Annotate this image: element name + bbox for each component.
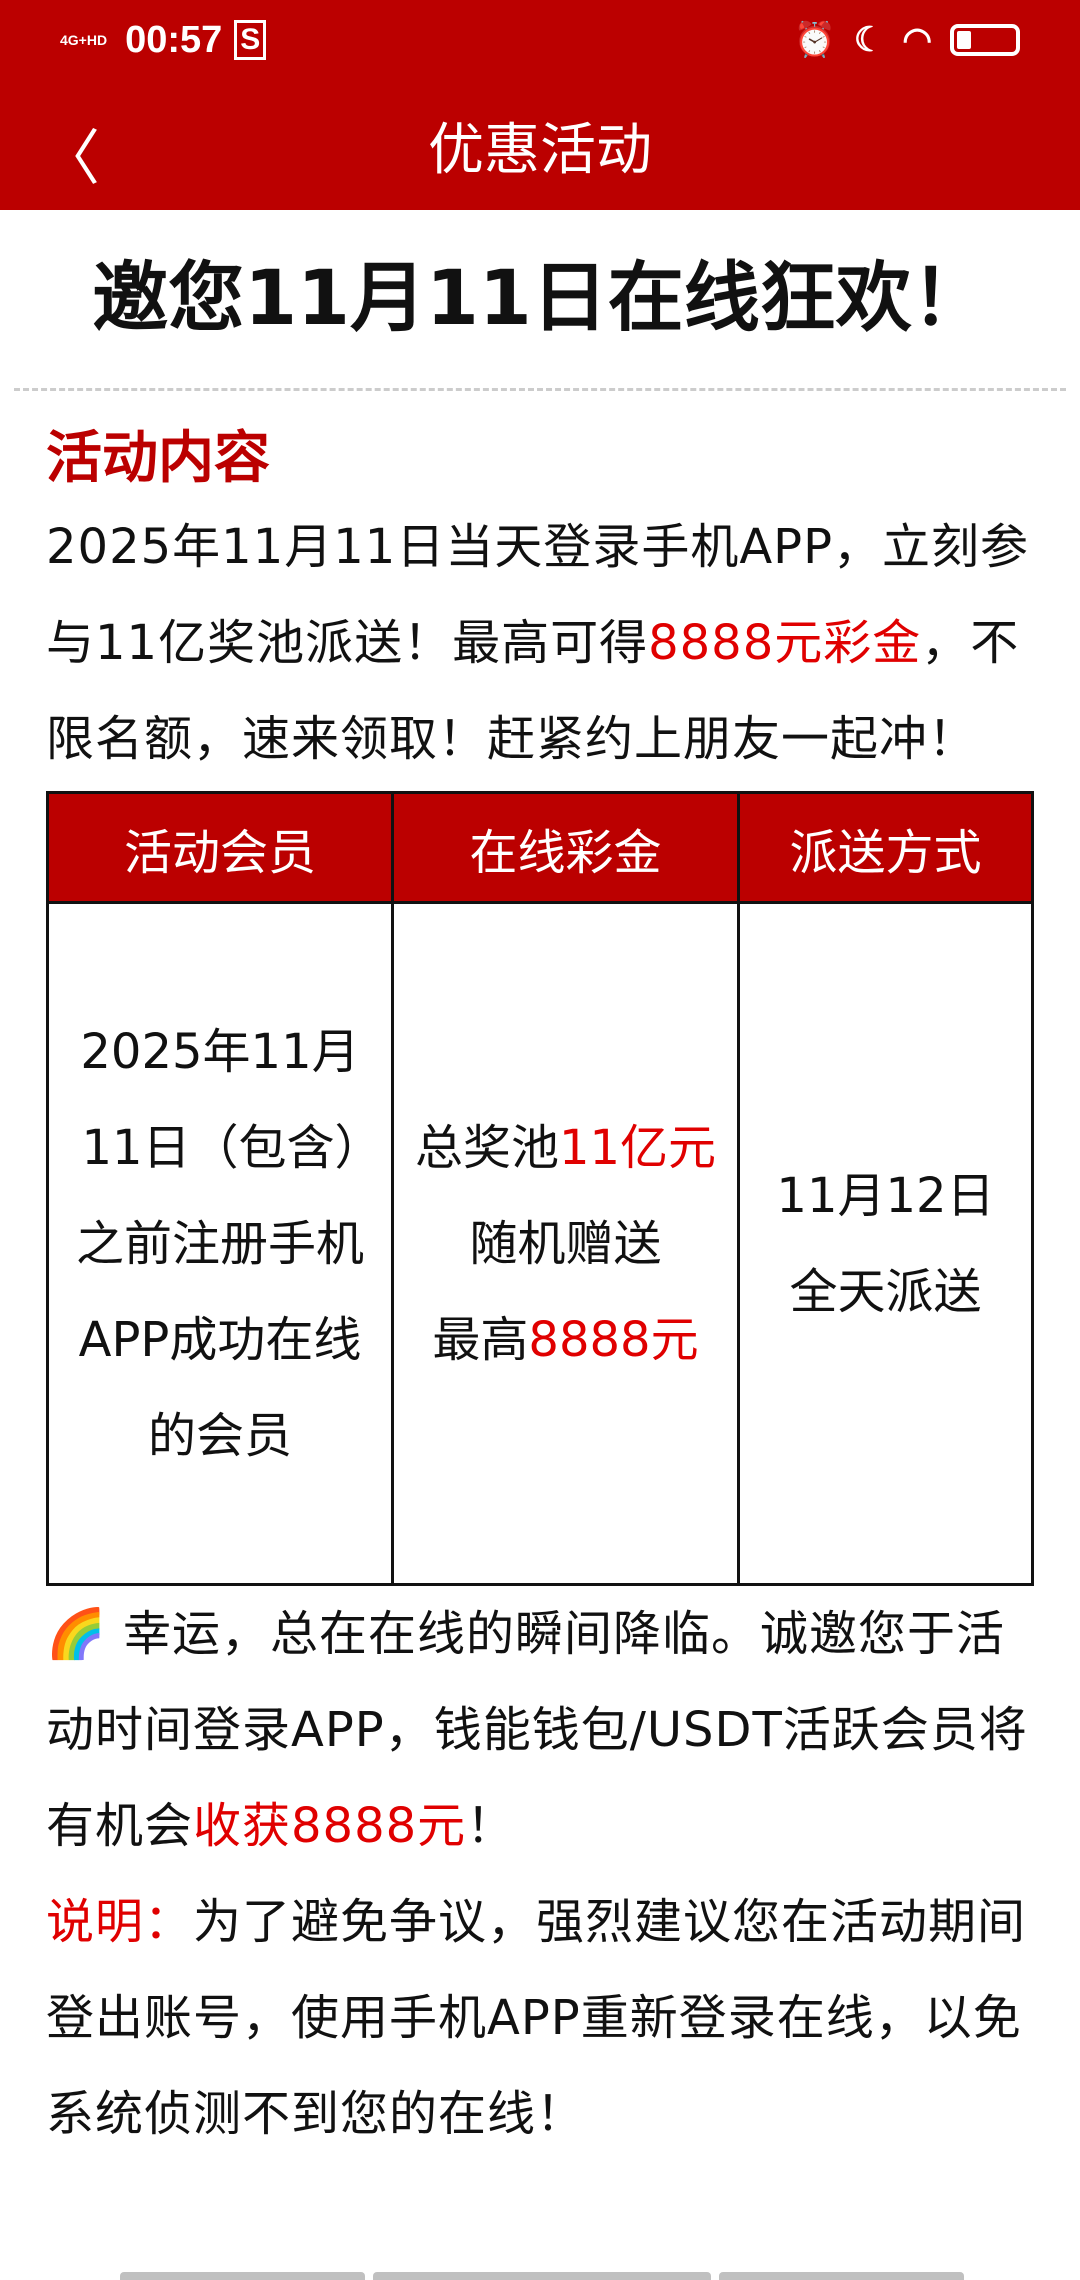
table-header: 在线彩金 (391, 791, 740, 904)
member-cell: 2025年11月11日（包含）之前注册手机APP成功在线的会员 (46, 901, 394, 1586)
delivery-date: 11月12日 (776, 1167, 995, 1224)
activity-table: 活动会员 在线彩金 派送方式 2025年11月11日（包含）之前注册手机APP成… (46, 791, 1034, 1586)
lucky-highlight: 收获8888元 (193, 1798, 467, 1854)
bonus-cell: 总奖池11亿元 随机赠送 最高8888元 (391, 901, 740, 1586)
alarm-icon: ⏰ (793, 21, 836, 59)
bottom-tab[interactable] (120, 2272, 365, 2280)
delivery-method: 全天派送 (789, 1263, 982, 1320)
divider (14, 388, 1066, 391)
bonus-pool: 11亿元 (558, 1119, 717, 1176)
lucky-part1: 幸运，总在在线的瞬间降临。诚邀您于活动时间登录APP，钱能钱包/USDT活跃会员… (46, 1606, 1028, 1854)
bonus-text: 随机赠送 (469, 1215, 662, 1272)
lucky-text: 🌈 幸运，总在在线的瞬间降临。诚邀您于活动时间登录APP，钱能钱包/USDT活跃… (46, 1586, 1034, 1874)
intro-text: 2025年11月11日当天登录手机APP，立刻参与11亿奖池派送！最高可得888… (46, 499, 1034, 787)
moon-icon: ☾ (853, 21, 885, 59)
delivery-cell: 11月12日 全天派送 (737, 901, 1034, 1586)
intro-highlight: 8888元彩金 (648, 615, 922, 671)
page-title: 优惠活动 (428, 117, 652, 183)
header: 4G+HD 00:57 S ⏰ ☾ ◠ 〈 优惠活动 (0, 0, 1080, 210)
clock: 00:57 (125, 18, 223, 61)
note-text: 说明：为了避免争议，强烈建议您在活动期间登出账号，使用手机APP重新登录在线，以… (46, 1874, 1034, 2162)
wifi-icon: ◠ (902, 21, 932, 59)
bottom-tab[interactable] (373, 2272, 711, 2280)
bottom-tab[interactable] (719, 2272, 964, 2280)
table-header: 活动会员 (46, 791, 394, 904)
nav-bar: 〈 优惠活动 (0, 80, 1080, 210)
rainbow-icon: 🌈 (46, 1606, 107, 1662)
bonus-text: 总奖池 (414, 1119, 559, 1176)
battery-icon (950, 24, 1020, 56)
bonus-text: 最高 (432, 1311, 529, 1368)
section-title: 活动内容 (46, 426, 270, 491)
table-row: 2025年11月11日（包含）之前注册手机APP成功在线的会员 总奖池11亿元 … (46, 901, 1034, 1586)
note-label: 说明： (46, 1894, 194, 1950)
note-body: 为了避免争议，强烈建议您在活动期间登出账号，使用手机APP重新登录在线，以免系统… (46, 1894, 1027, 2142)
bottom-tabs-peek (120, 2272, 964, 2280)
status-bar: 4G+HD 00:57 S ⏰ ☾ ◠ (0, 0, 1080, 80)
back-button[interactable]: 〈 (40, 124, 100, 194)
network-indicator: 4G+HD (60, 32, 108, 48)
headline: 邀您11月11日在线狂欢！ (92, 253, 988, 342)
notification-icon: S (234, 20, 267, 60)
intro-part1: 2025年11月11日当天登录手机APP，立刻参与11亿奖池派送！最高可得 (46, 519, 1030, 671)
table-header: 派送方式 (737, 791, 1034, 904)
intro-part2: ，不限名额，速来领取！赶紧约上朋友一起冲！ (46, 615, 1020, 767)
bonus-max: 8888元 (528, 1311, 699, 1368)
lucky-part2: ！ (466, 1798, 516, 1854)
